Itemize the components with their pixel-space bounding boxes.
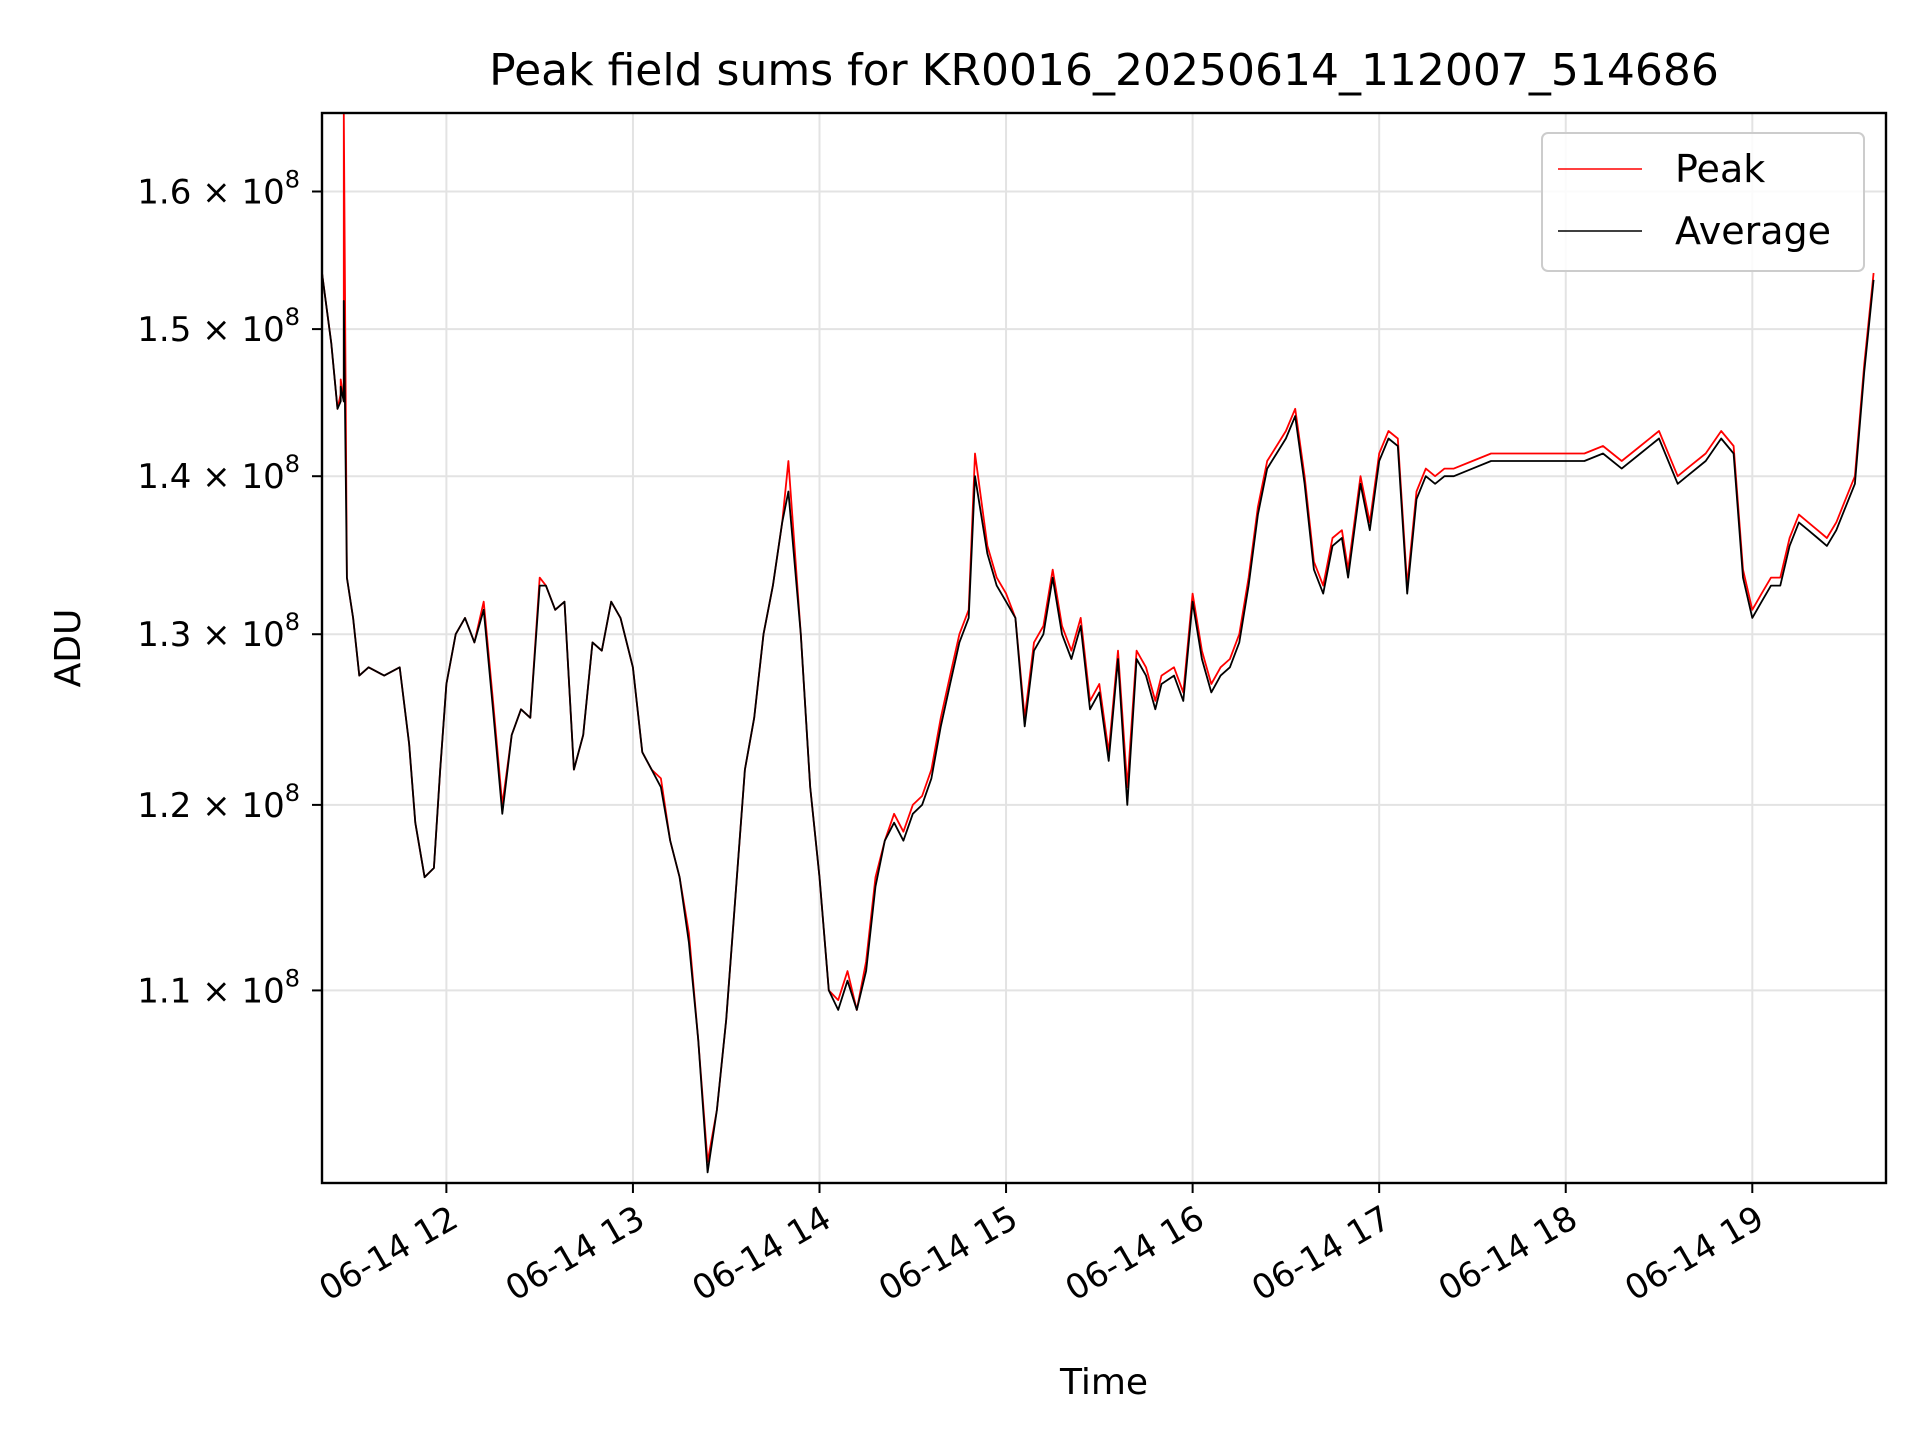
series-line-average (321, 272, 1875, 1174)
legend-box (1541, 132, 1865, 272)
y-tick-label: 1.4 × 108 (137, 450, 300, 497)
legend-label-average: Average (1675, 209, 1831, 253)
y-tick-label: 1.1 × 108 (137, 964, 300, 1011)
y-axis-label: ADU (48, 609, 89, 688)
x-tick-label: 06-14 15 (872, 1198, 1024, 1309)
y-tick-label: 1.6 × 108 (137, 165, 300, 212)
x-tick-label: 06-14 13 (499, 1198, 651, 1309)
x-tick-label: 06-14 17 (1245, 1198, 1397, 1309)
x-axis-label: Time (1059, 1362, 1148, 1403)
grid-lines (322, 113, 1886, 1183)
x-axis-ticks: 06-14 12 06-14 13 06-14 14 06-14 15 06-14 16… (312, 1183, 1771, 1309)
x-tick-label: 06-14 19 (1618, 1198, 1770, 1309)
y-tick-label: 1.5 × 108 (137, 303, 300, 350)
x-tick-label: 06-14 14 (686, 1198, 838, 1309)
series-layer (321, 112, 1875, 1174)
legend-label-peak: Peak (1675, 147, 1765, 191)
y-tick-label: 1.3 × 108 (137, 608, 300, 655)
plot-frame (320, 111, 1888, 1185)
x-tick-label: 06-14 12 (312, 1198, 464, 1309)
chart-title: Peak field sums for KR0016_20250614_1120… (489, 45, 1719, 96)
legend: Peak Average (1541, 132, 1865, 272)
y-tick-label: 1.2 × 108 (137, 779, 300, 826)
x-tick-label: 06-14 16 (1059, 1198, 1211, 1309)
x-tick-label: 06-14 18 (1432, 1198, 1584, 1309)
y-axis-ticks: 1.1 × 108 1.2 × 108 1.3 × 108 1.4 × 108 1.5 … (137, 165, 322, 1011)
